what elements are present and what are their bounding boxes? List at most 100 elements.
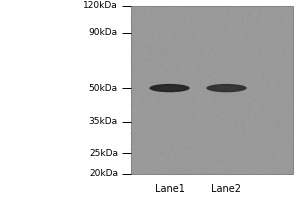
Point (196, 28, 201, 31)
Point (129, 168, 134, 172)
Point (199, 157, 204, 160)
Point (168, 52, 173, 55)
Point (278, 90, 283, 94)
Point (258, 151, 262, 154)
Point (141, 98, 146, 101)
Point (226, 166, 230, 169)
Point (244, 125, 248, 128)
Point (289, 38, 293, 41)
Point (258, 100, 263, 103)
Point (276, 162, 281, 165)
Point (180, 163, 185, 166)
Point (223, 135, 227, 138)
Point (254, 44, 259, 48)
Point (211, 125, 216, 128)
Point (290, 21, 295, 24)
Point (198, 17, 203, 20)
Point (256, 19, 261, 22)
Point (255, 60, 260, 63)
Point (169, 115, 173, 118)
Point (182, 30, 187, 34)
Point (269, 61, 274, 64)
Point (154, 32, 159, 35)
Point (169, 46, 174, 49)
Point (177, 124, 182, 127)
Point (207, 38, 212, 41)
Point (203, 34, 208, 37)
Point (237, 30, 242, 34)
Point (156, 132, 161, 136)
Point (248, 104, 253, 107)
Point (149, 17, 154, 20)
Point (174, 57, 178, 60)
Point (136, 35, 140, 39)
Point (196, 158, 201, 161)
Point (178, 142, 183, 145)
Point (146, 94, 151, 97)
Point (177, 152, 182, 156)
Point (184, 143, 189, 146)
Point (233, 172, 238, 175)
Point (277, 142, 282, 145)
Point (243, 46, 248, 49)
Point (163, 99, 168, 103)
Point (199, 69, 204, 72)
Point (290, 169, 294, 172)
Point (267, 171, 272, 175)
Text: 35kDa: 35kDa (89, 117, 118, 126)
Point (242, 131, 247, 134)
Point (173, 159, 178, 162)
Point (288, 126, 293, 129)
Point (260, 16, 265, 19)
Point (230, 105, 235, 108)
Point (181, 143, 186, 147)
Point (254, 90, 259, 93)
Point (163, 37, 168, 40)
Point (208, 88, 213, 91)
Point (226, 144, 230, 148)
Point (275, 105, 280, 108)
Point (220, 24, 225, 28)
Point (254, 81, 259, 84)
Point (269, 80, 274, 83)
Point (169, 93, 174, 96)
Point (173, 111, 178, 115)
Point (240, 68, 244, 71)
Point (192, 172, 197, 176)
Point (270, 48, 274, 51)
Point (248, 24, 253, 27)
Point (250, 67, 255, 70)
Point (188, 49, 193, 52)
Point (280, 51, 284, 55)
Point (204, 157, 209, 160)
Point (162, 124, 167, 127)
Point (226, 12, 231, 16)
Point (289, 169, 293, 172)
Point (140, 145, 144, 148)
Point (156, 164, 161, 167)
Point (278, 119, 282, 122)
Point (158, 142, 163, 145)
Point (266, 6, 271, 9)
Point (211, 131, 216, 134)
Point (258, 45, 262, 48)
Point (238, 79, 243, 82)
Point (273, 137, 278, 140)
Point (289, 155, 294, 158)
Point (230, 66, 234, 69)
Point (163, 149, 168, 152)
Point (237, 82, 242, 86)
Point (146, 133, 151, 136)
Point (236, 30, 241, 34)
Point (287, 102, 292, 105)
Point (212, 11, 216, 14)
Point (210, 75, 214, 78)
Point (148, 150, 153, 153)
Point (159, 18, 164, 21)
Point (131, 50, 136, 53)
Point (193, 154, 198, 157)
Point (276, 84, 281, 87)
Point (264, 61, 269, 65)
Point (221, 61, 226, 65)
Point (196, 132, 201, 136)
